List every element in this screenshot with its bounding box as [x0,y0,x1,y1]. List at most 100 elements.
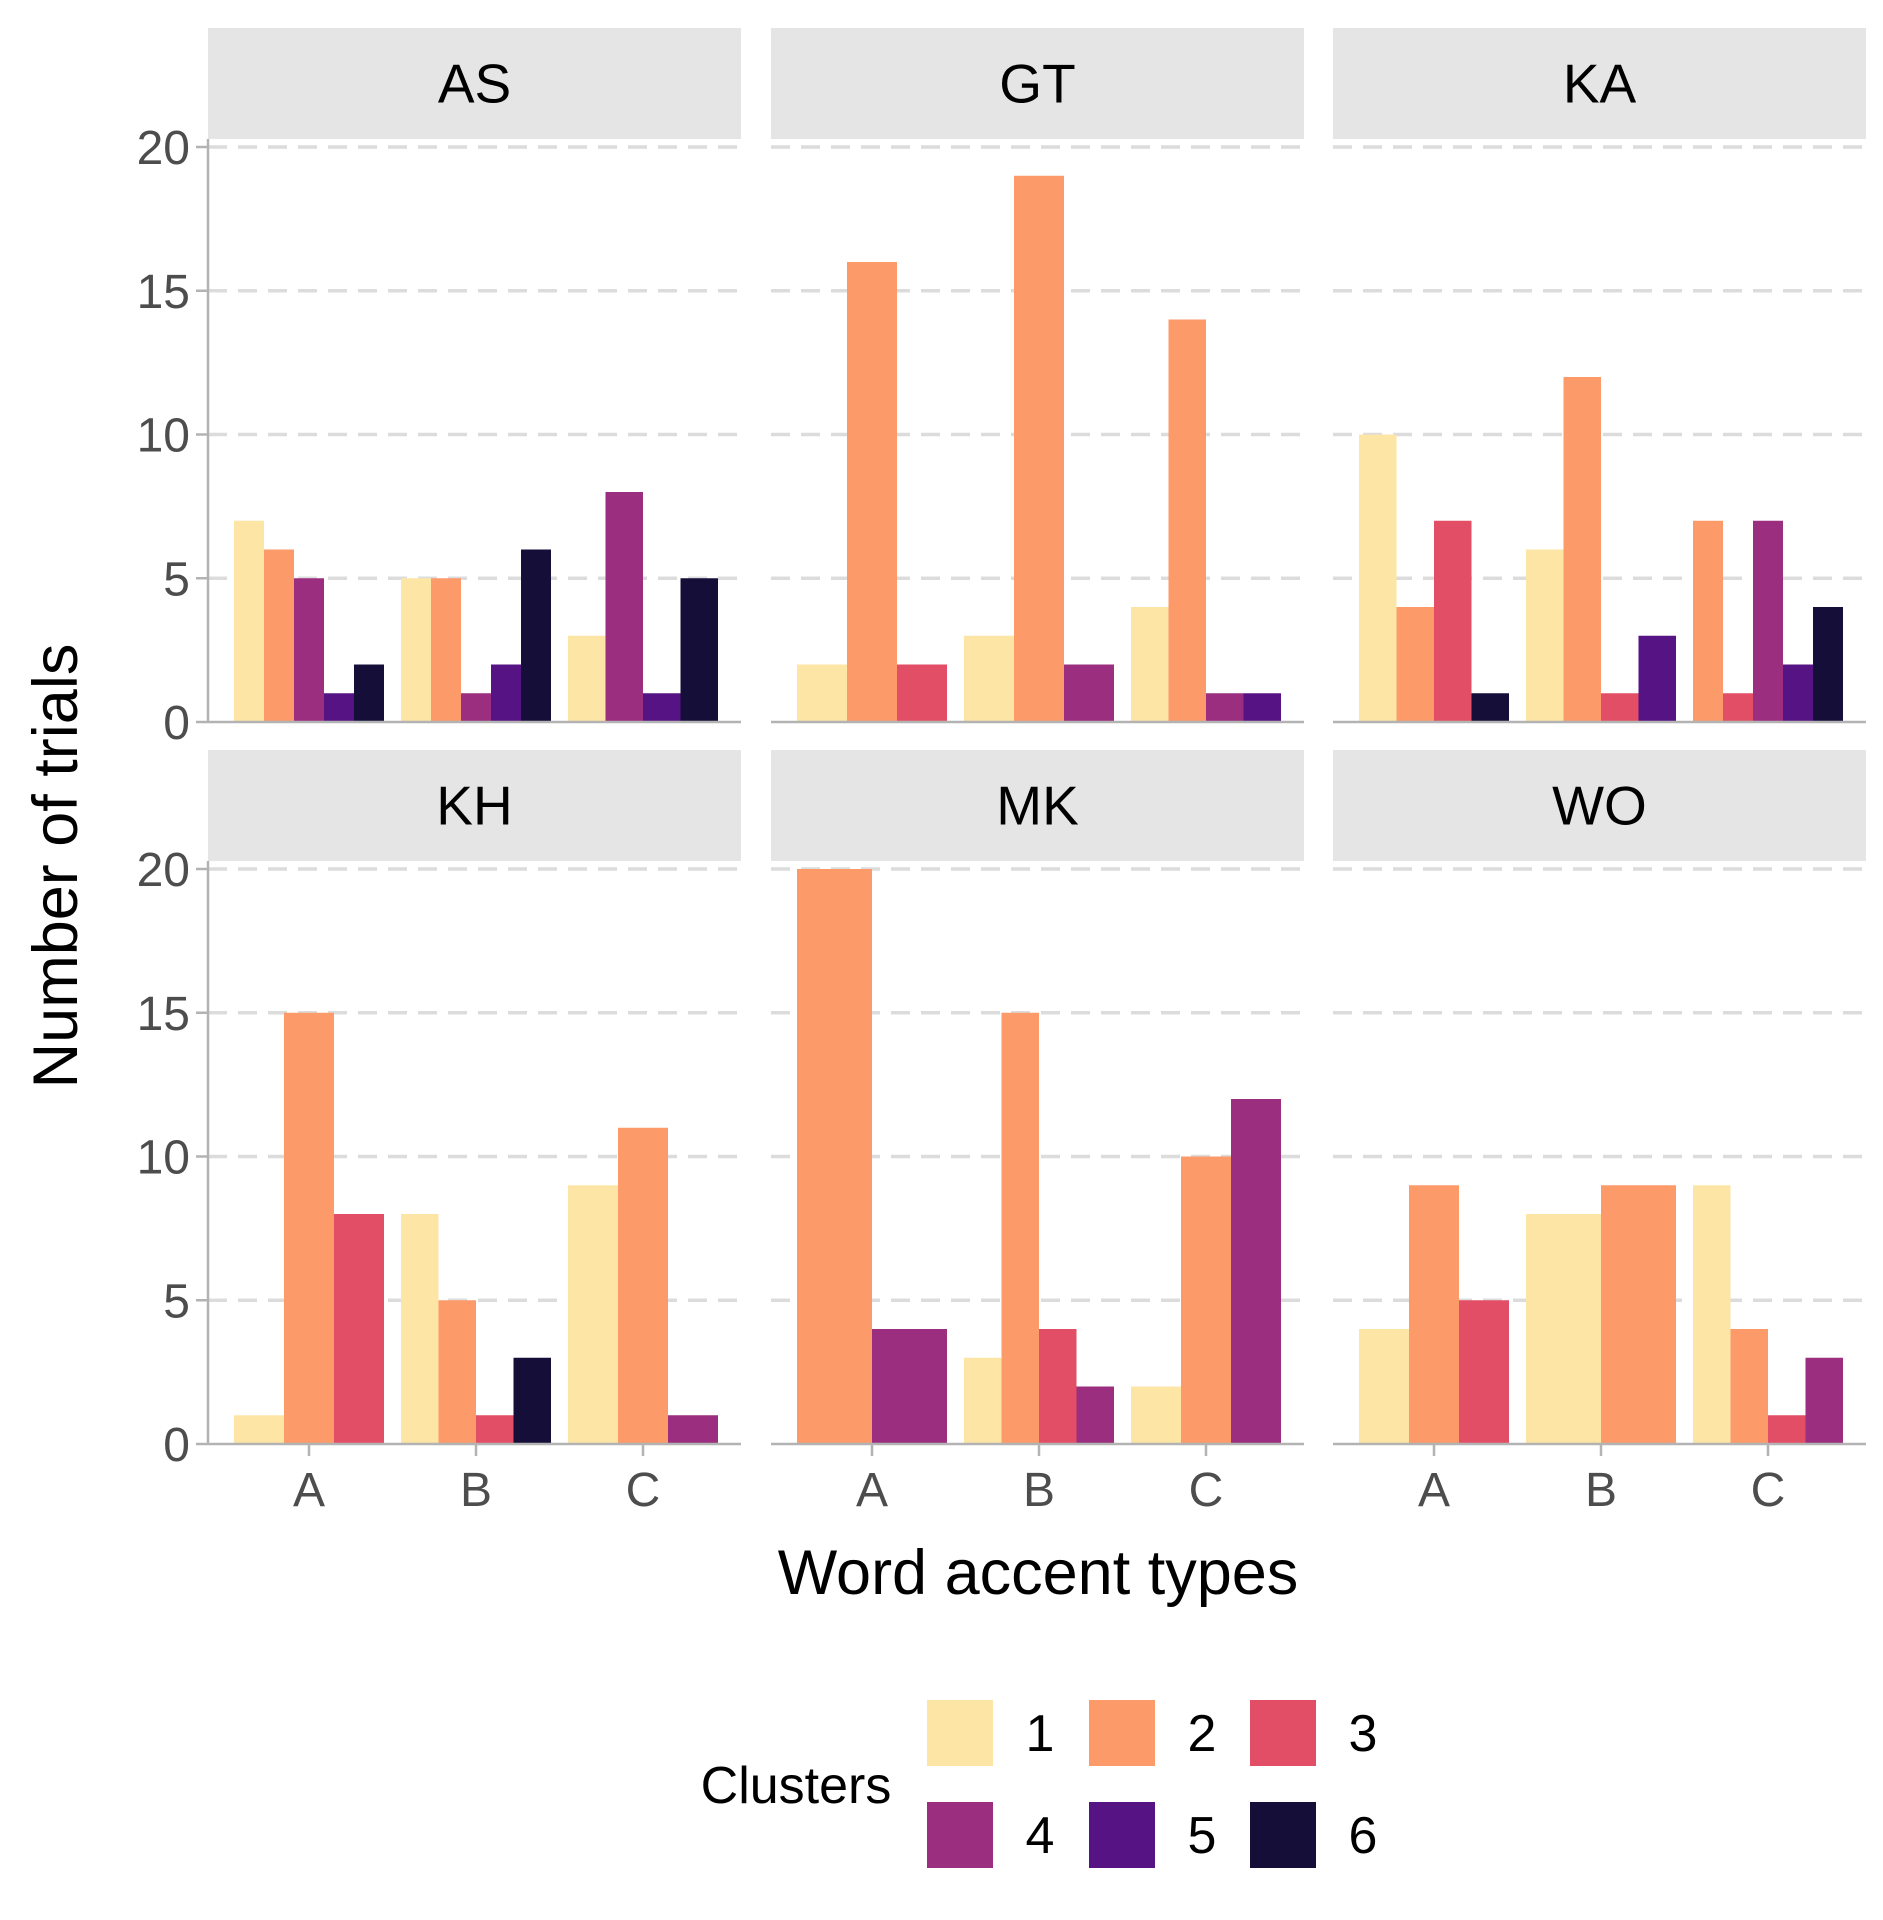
bar-ka-b-cluster-1 [1526,549,1564,722]
bar-gt-c-cluster-5 [1243,693,1281,722]
bar-as-b-cluster-1 [401,578,431,722]
facet-panel-ka: KA [1333,28,1866,724]
bar-gt-c-cluster-2 [1168,319,1206,722]
bar-gt-a-cluster-2 [847,262,897,722]
y-tick-label: 15 [137,266,190,319]
facet-strip-label: KH [436,775,512,837]
bar-mk-c-cluster-4 [1231,1099,1281,1444]
legend-label-cluster-6: 6 [1349,1807,1378,1865]
facet-strip-background [771,28,1304,139]
legend-label-cluster-2: 2 [1188,1705,1217,1763]
bar-kh-b-cluster-2 [438,1300,476,1444]
facet-strip-background [771,750,1304,861]
y-tick-label: 15 [137,988,190,1041]
y-tick-label: 0 [163,1419,190,1472]
bar-as-b-cluster-6 [521,549,551,722]
legend-key-cluster-6 [1250,1802,1316,1868]
bar-gt-c-cluster-4 [1206,693,1244,722]
bar-as-a-cluster-6 [354,664,384,722]
x-tick-label: B [1023,1464,1055,1517]
bar-as-a-cluster-4 [294,578,324,722]
legend-key-cluster-4 [927,1802,993,1868]
y-tick-label: 0 [163,697,190,750]
bar-wo-c-cluster-3 [1768,1415,1806,1444]
bar-ka-c-cluster-6 [1813,607,1843,722]
bar-mk-a-cluster-2 [797,869,872,1444]
bar-kh-b-cluster-6 [513,1357,551,1444]
facet-strip-background [208,28,741,139]
facet-strip-label: WO [1552,775,1647,837]
bar-as-c-cluster-1 [568,635,606,722]
bar-ka-c-cluster-3 [1723,693,1753,722]
x-tick-label: A [293,1464,325,1517]
legend-key-cluster-1 [927,1700,993,1766]
y-axis-title: Number of trials [21,644,91,1089]
bar-ka-c-cluster-4 [1753,520,1783,722]
bar-ka-a-cluster-2 [1396,607,1434,722]
bar-wo-a-cluster-1 [1359,1329,1409,1444]
bar-ka-c-cluster-2 [1693,520,1723,722]
facet-panel-kh: KH 0 5 10 15 20 A B C [137,750,741,1517]
bar-ka-b-cluster-5 [1638,635,1676,722]
legend-key-cluster-5 [1089,1802,1155,1868]
facet-panel-mk: MK A B C [771,750,1304,1517]
bar-wo-c-cluster-1 [1693,1185,1731,1444]
legend-label-cluster-4: 4 [1026,1807,1055,1865]
x-tick-label: C [1189,1464,1224,1517]
x-tick-label: A [1418,1464,1450,1517]
facet-strip-background [1333,750,1866,861]
y-tick-label: 5 [163,553,190,606]
bar-wo-c-cluster-4 [1805,1357,1843,1444]
bar-as-a-cluster-5 [324,693,354,722]
facet-strip-label: GT [999,53,1075,115]
bar-kh-b-cluster-3 [476,1415,514,1444]
legend-label-cluster-1: 1 [1026,1705,1055,1763]
bar-mk-b-cluster-3 [1039,1329,1077,1444]
y-tick-label: 10 [137,410,190,463]
bar-mk-b-cluster-4 [1076,1386,1114,1444]
facet-strip-label: MK [996,775,1079,837]
bar-kh-c-cluster-4 [668,1415,718,1444]
bar-gt-a-cluster-3 [897,664,947,722]
bar-kh-c-cluster-1 [568,1185,618,1444]
y-tick-label: 20 [137,122,190,175]
y-tick-label: 10 [137,1132,190,1185]
bar-as-a-cluster-2 [264,549,294,722]
bar-mk-a-cluster-4 [872,1329,947,1444]
legend-key-cluster-2 [1089,1700,1155,1766]
bar-wo-a-cluster-3 [1459,1300,1509,1444]
bar-mk-b-cluster-1 [964,1357,1002,1444]
bar-gt-a-cluster-1 [797,664,847,722]
x-tick-label: B [460,1464,492,1517]
legend-label-cluster-3: 3 [1349,1705,1378,1763]
bar-ka-a-cluster-3 [1434,520,1472,722]
bar-ka-b-cluster-2 [1563,377,1601,722]
legend-title: Clusters [701,1757,892,1815]
bar-mk-c-cluster-2 [1181,1156,1231,1444]
legend: Clusters 1 2 3 4 5 6 [701,1700,1378,1868]
bar-mk-b-cluster-2 [1001,1012,1039,1444]
facet-panel-wo: WO A B C [1333,750,1866,1517]
bar-gt-b-cluster-2 [1014,175,1064,722]
y-tick-label: 5 [163,1275,190,1328]
facet-strip-background [1333,28,1866,139]
facet-strip-label: KA [1563,53,1637,115]
bar-as-c-cluster-5 [643,693,681,722]
facet-strip-label: AS [438,53,511,115]
bar-mk-c-cluster-1 [1131,1386,1181,1444]
bar-kh-a-cluster-1 [234,1415,284,1444]
bar-ka-c-cluster-5 [1783,664,1813,722]
facet-strip-background [208,750,741,861]
y-tick-label: 20 [137,844,190,897]
bar-gt-b-cluster-4 [1064,664,1114,722]
facet-panel-gt: GT [771,28,1304,724]
bar-as-b-cluster-5 [491,664,521,722]
bar-gt-b-cluster-1 [964,635,1014,722]
legend-label-cluster-5: 5 [1188,1807,1217,1865]
bar-as-a-cluster-1 [234,520,264,722]
bar-as-c-cluster-6 [680,578,718,722]
bar-as-c-cluster-4 [605,492,643,722]
bar-kh-a-cluster-3 [334,1214,384,1444]
x-axis-title: Word accent types [778,1538,1299,1608]
